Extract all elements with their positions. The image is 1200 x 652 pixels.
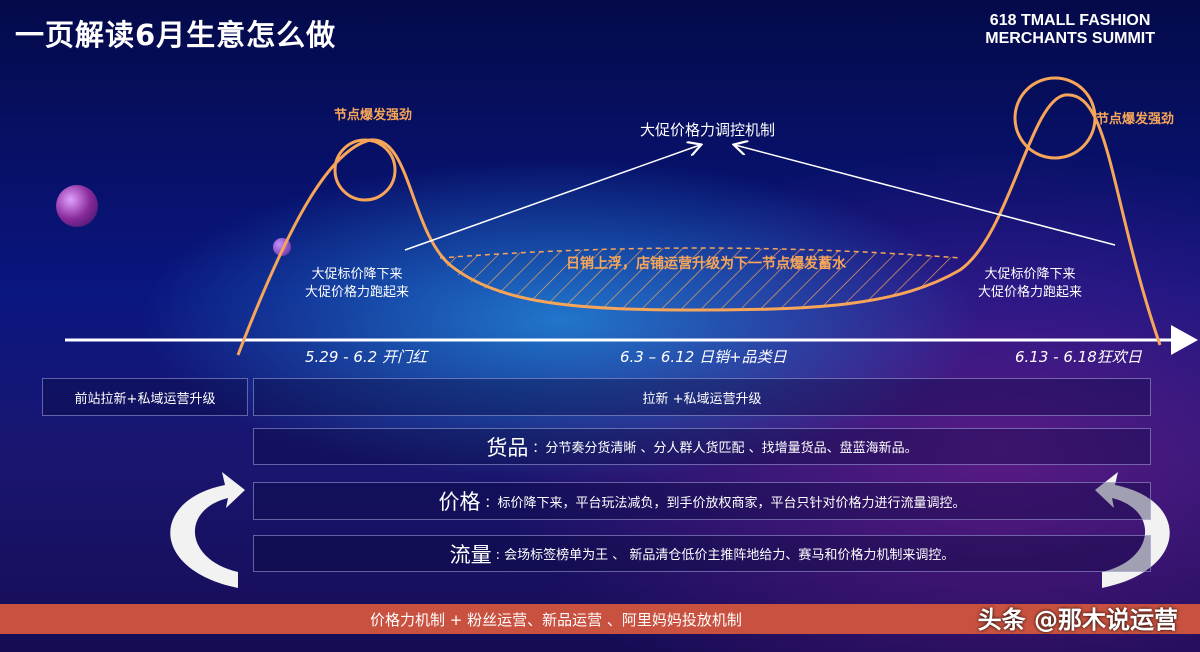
traffic-row: 流量: 会场标签榜单为王 、 新品清仓低价主推阵地给力、赛马和价格力机制来调控。: [253, 535, 1151, 572]
cycle-arrow-right: [1095, 472, 1170, 588]
pre-phase-box: 前站拉新+私域运营升级: [42, 378, 248, 416]
goods-row: 货品 ：分节奏分货清晰 、分人群人货匹配 、找增量货品、盘蓝海新品。: [253, 428, 1151, 465]
mechanism-arrow-right: [735, 145, 1116, 246]
price-heading: 价格: [438, 490, 481, 514]
event-brand: 618 TMALL FASHION MERCHANTS SUMMIT: [985, 12, 1155, 48]
left-note-line-2: 大促价格力跑起来: [305, 285, 410, 300]
phase-label: 6.13 - 6.18狂欢日: [1015, 348, 1142, 366]
traffic-heading: 流量: [449, 542, 492, 567]
traffic-text: : 会场标签榜单为王 、 新品清仓低价主推阵地给力、赛马和价格力机制来调控。: [495, 548, 955, 563]
main-phase-text: 拉新 +私域运营升级: [642, 391, 762, 407]
mechanism-arrow-left: [404, 145, 700, 251]
peak-right-label: 节点爆发强劲: [1096, 112, 1175, 127]
left-note: 大促标价降下来 大促价格力跑起来: [305, 266, 409, 302]
price-text: ：标价降下来，平台玩法减负，到手价放权商家，平台只针对价格力进行流量调控。: [484, 495, 966, 511]
phase-label: 5.29 - 6.2 开门红: [305, 348, 427, 366]
peak-right-circle: [1013, 76, 1097, 160]
price-row: 价格 ：标价降下来，平台玩法减负，到手价放权商家，平台只针对价格力进行流量调控。: [253, 482, 1151, 520]
pre-phase-text: 前站拉新+私域运营升级: [74, 391, 216, 407]
right-note-line-2: 大促价格力跑起来: [978, 285, 1083, 300]
goods-text: ：分节奏分货清晰 、分人群人货匹配 、找增量货品、盘蓝海新品。: [532, 441, 918, 456]
trough-label: 日销上浮，店铺运营升级为下一节点爆发蓄水: [566, 256, 846, 272]
mechanism-label: 大促价格力调控机制: [640, 121, 776, 139]
right-note-line-1: 大促标价降下来: [984, 267, 1076, 282]
peak-left-circle: [333, 138, 397, 202]
cycle-arrow-left: [170, 472, 245, 588]
bottom-bar-text: 价格力机制 + 粉丝运营、新品运营 、阿里妈妈投放机制: [370, 610, 742, 629]
goods-heading: 货品: [486, 435, 529, 460]
brand-line-2: MERCHANTS SUMMIT: [985, 30, 1155, 47]
left-note-line-1: 大促标价降下来: [311, 267, 403, 282]
peak-left-label: 节点爆发强劲: [334, 108, 413, 123]
right-note: 大促标价降下来 大促价格力跑起来: [978, 266, 1082, 302]
phase-label: 6.3 – 6.12 日销+品类日: [620, 348, 787, 366]
brand-line-1: 618 TMALL FASHION: [989, 12, 1151, 29]
main-phase-box: 拉新 +私域运营升级: [253, 378, 1151, 416]
watermark: 头条 @那木说运营: [977, 606, 1178, 634]
page-title: 一页解读6月生意怎么做: [15, 18, 337, 52]
decorative-sphere: [56, 185, 98, 227]
hatched-area: [440, 248, 960, 310]
bottom-bar: 价格力机制 + 粉丝运营、新品运营 、阿里妈妈投放机制: [0, 604, 1200, 634]
